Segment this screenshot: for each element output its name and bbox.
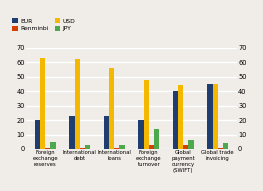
Bar [104, 116, 109, 149]
Bar [138, 120, 144, 149]
Bar [45, 147, 50, 149]
Bar [223, 143, 228, 149]
Bar [50, 142, 55, 149]
Bar [213, 84, 218, 149]
Bar [208, 84, 213, 149]
Bar [149, 145, 154, 149]
Bar [80, 148, 85, 149]
Bar [114, 148, 119, 149]
Bar [35, 120, 40, 149]
Bar [109, 68, 114, 149]
Bar [188, 140, 194, 149]
Bar [173, 91, 178, 149]
Bar [183, 145, 188, 149]
Legend: EUR, Renminbi, USD, JPY: EUR, Renminbi, USD, JPY [12, 18, 75, 31]
Bar [40, 58, 45, 149]
Bar [144, 80, 149, 149]
Bar [178, 85, 183, 149]
Bar [119, 145, 125, 149]
Bar [85, 145, 90, 149]
Bar [154, 129, 159, 149]
Bar [75, 59, 80, 149]
Bar [218, 147, 223, 149]
Bar [69, 116, 75, 149]
